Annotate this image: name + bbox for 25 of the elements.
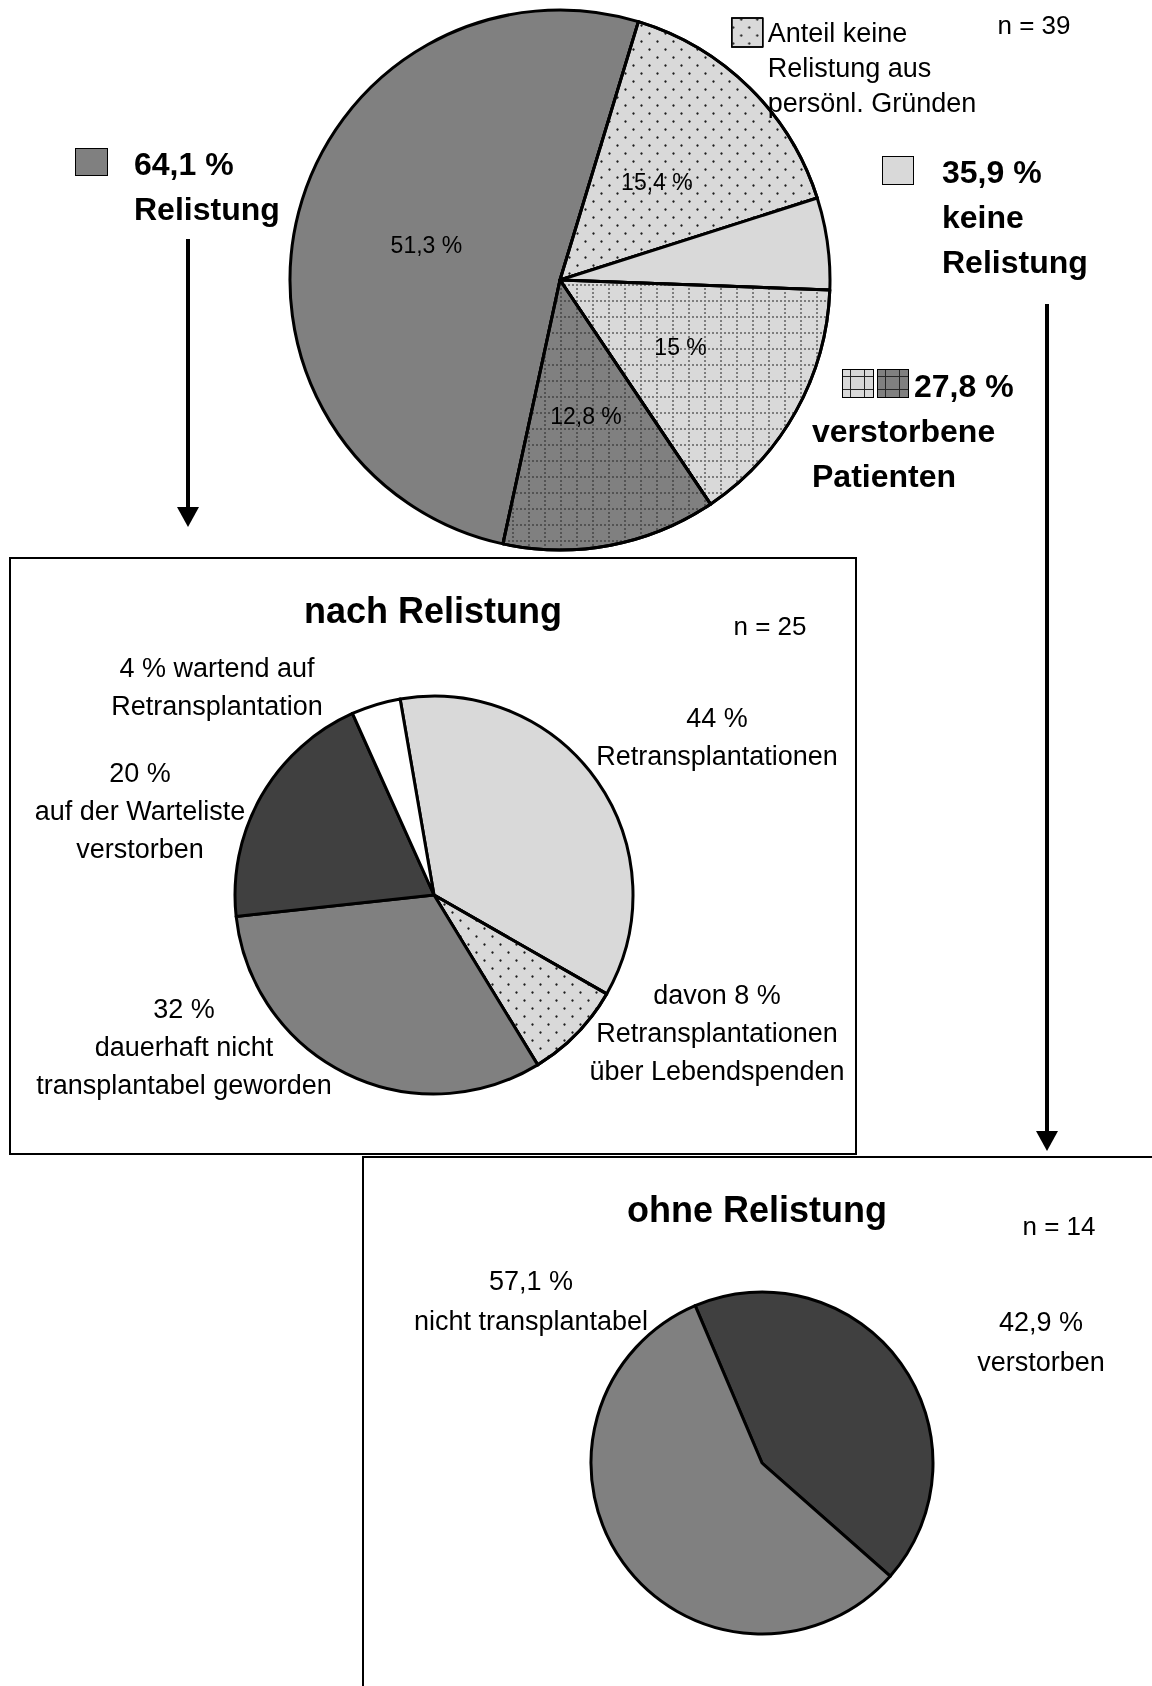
data-label: 20 % — [109, 758, 171, 788]
slice-label: verstorben — [977, 1347, 1105, 1377]
slice-label: Retransplantationen über Lebendspenden — [589, 1018, 845, 1086]
data-label: 51,3 % — [390, 232, 463, 259]
slice-label: 4 % wartend auf Retransplantation — [111, 653, 323, 721]
text: 44 % Retransplantationen — [596, 702, 838, 773]
data-label: 57,1 % — [488, 1266, 574, 1296]
text: 35,9 % keine Relistung — [942, 153, 1088, 282]
data-label: 42,9 % — [998, 1307, 1084, 1337]
data-label: 32 % — [153, 994, 215, 1024]
text: 64,1 % Relistung — [134, 145, 280, 229]
slice-label: auf der Warteliste verstorben — [34, 796, 246, 864]
text: n = 14 — [1022, 1210, 1096, 1242]
text: n = 39 — [997, 9, 1071, 41]
slice-label: dauerhaft nicht transplantabel geworden — [36, 1032, 332, 1100]
chart-title: ohne Relistung — [627, 1188, 887, 1230]
slice-label: nicht transplantabel — [413, 1306, 649, 1336]
text: n = 25 — [733, 610, 807, 642]
data-label: 12,8 % — [550, 402, 622, 429]
text: 27,8 % verstorbene Patienten — [812, 367, 1014, 496]
data-label: 15 % — [654, 334, 707, 361]
chart-title: nach Relistung — [303, 589, 563, 631]
data-label: davon 8 % — [653, 980, 781, 1010]
data-label: 15,4 % — [621, 168, 693, 195]
legend-label: Anteil keine Relistung aus persönl. Gründen — [767, 17, 977, 118]
